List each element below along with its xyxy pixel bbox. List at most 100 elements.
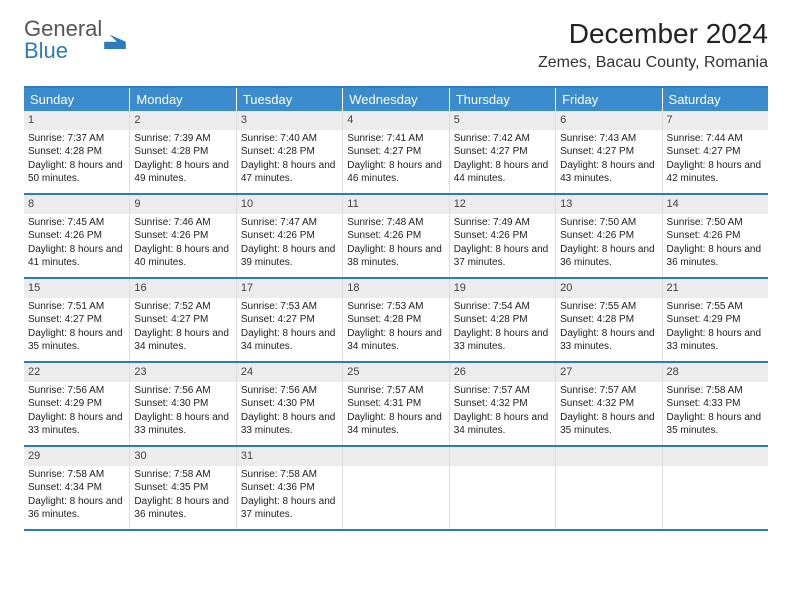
- daylight-text: Daylight: 8 hours and 33 minutes.: [241, 411, 338, 438]
- day-cell: [450, 447, 556, 529]
- sunset-text: Sunset: 4:29 PM: [667, 313, 764, 327]
- week-row: 15Sunrise: 7:51 AMSunset: 4:27 PMDayligh…: [24, 279, 768, 363]
- day-cell: 13 Sunrise: 7:50 AMSunset: 4:26 PMDayligh…: [556, 195, 662, 277]
- sunrise-text: Sunrise: 7:50 AM: [560, 216, 657, 230]
- day-cell: 14Sunrise: 7:50 AMSunset: 4:26 PMDayligh…: [663, 195, 768, 277]
- day-body: Sunrise: 7:57 AMSunset: 4:31 PMDaylight:…: [343, 382, 448, 442]
- daylight-text: Daylight: 8 hours and 42 minutes.: [667, 159, 764, 186]
- day-number: 18: [343, 279, 448, 298]
- day-number: 7: [663, 111, 768, 130]
- calendar: SundayMondayTuesdayWednesdayThursdayFrid…: [24, 86, 768, 531]
- day-number: 14: [663, 195, 768, 214]
- day-body: Sunrise: 7:57 AMSunset: 4:32 PMDaylight:…: [556, 382, 661, 442]
- day-body: Sunrise: 7:55 AMSunset: 4:28 PMDaylight:…: [556, 298, 661, 358]
- dow-cell: Saturday: [663, 88, 768, 111]
- sunrise-text: Sunrise: 7:45 AM: [28, 216, 125, 230]
- day-number: 17: [237, 279, 342, 298]
- day-number: 1: [24, 111, 129, 130]
- sunset-text: Sunset: 4:36 PM: [241, 481, 338, 495]
- day-number: 9: [130, 195, 235, 214]
- day-body: Sunrise: 7:53 AMSunset: 4:27 PMDaylight:…: [237, 298, 342, 358]
- daylight-text: Daylight: 8 hours and 33 minutes.: [667, 327, 764, 354]
- daylight-text: Daylight: 8 hours and 46 minutes.: [347, 159, 444, 186]
- dow-cell: Monday: [130, 88, 236, 111]
- sunrise-text: Sunrise: 7:56 AM: [241, 384, 338, 398]
- week-row: 29Sunrise: 7:58 AMSunset: 4:34 PMDayligh…: [24, 447, 768, 531]
- daylight-text: Daylight: 8 hours and 34 minutes.: [134, 327, 231, 354]
- sunrise-text: Sunrise: 7:41 AM: [347, 132, 444, 146]
- sunrise-text: Sunrise: 7:58 AM: [241, 468, 338, 482]
- day-number: 30: [130, 447, 235, 466]
- day-body: Sunrise: 7:39 AMSunset: 4:28 PMDaylight:…: [130, 130, 235, 190]
- logo-flag-icon: [104, 31, 126, 49]
- sunrise-text: Sunrise: 7:53 AM: [347, 300, 444, 314]
- logo-text: General Blue: [24, 18, 102, 62]
- day-cell: 6Sunrise: 7:43 AMSunset: 4:27 PMDaylight…: [556, 111, 662, 193]
- day-number: 3: [237, 111, 342, 130]
- day-number-empty: [343, 447, 448, 466]
- day-number: 11: [343, 195, 448, 214]
- sunset-text: Sunset: 4:35 PM: [134, 481, 231, 495]
- day-body: Sunrise: 7:37 AMSunset: 4:28 PMDaylight:…: [24, 130, 129, 190]
- day-number: 28: [663, 363, 768, 382]
- sunset-text: Sunset: 4:28 PM: [28, 145, 125, 159]
- sunset-text: Sunset: 4:32 PM: [454, 397, 551, 411]
- daylight-text: Daylight: 8 hours and 36 minutes.: [560, 243, 657, 270]
- day-cell: 21Sunrise: 7:55 AMSunset: 4:29 PMDayligh…: [663, 279, 768, 361]
- day-cell: 2Sunrise: 7:39 AMSunset: 4:28 PMDaylight…: [130, 111, 236, 193]
- sunrise-text: Sunrise: 7:54 AM: [454, 300, 551, 314]
- sunrise-text: Sunrise: 7:56 AM: [134, 384, 231, 398]
- sunset-text: Sunset: 4:28 PM: [241, 145, 338, 159]
- day-cell: 7Sunrise: 7:44 AMSunset: 4:27 PMDaylight…: [663, 111, 768, 193]
- sunset-text: Sunset: 4:27 PM: [454, 145, 551, 159]
- day-number: 20: [556, 279, 661, 298]
- day-number: 16: [130, 279, 235, 298]
- sunset-text: Sunset: 4:32 PM: [560, 397, 657, 411]
- sunset-text: Sunset: 4:26 PM: [667, 229, 764, 243]
- day-number: 13: [556, 195, 661, 214]
- day-body: Sunrise: 7:58 AMSunset: 4:35 PMDaylight:…: [130, 466, 235, 526]
- sunrise-text: Sunrise: 7:53 AM: [241, 300, 338, 314]
- sunrise-text: Sunrise: 7:52 AM: [134, 300, 231, 314]
- day-number: 27: [556, 363, 661, 382]
- day-cell: 20Sunrise: 7:55 AMSunset: 4:28 PMDayligh…: [556, 279, 662, 361]
- daylight-text: Daylight: 8 hours and 33 minutes.: [454, 327, 551, 354]
- daylight-text: Daylight: 8 hours and 35 minutes.: [560, 411, 657, 438]
- daylight-text: Daylight: 8 hours and 39 minutes.: [241, 243, 338, 270]
- day-number: 8: [24, 195, 129, 214]
- daylight-text: Daylight: 8 hours and 34 minutes.: [454, 411, 551, 438]
- sunrise-text: Sunrise: 7:42 AM: [454, 132, 551, 146]
- day-body: Sunrise: 7:52 AMSunset: 4:27 PMDaylight:…: [130, 298, 235, 358]
- day-body: Sunrise: 7:55 AMSunset: 4:29 PMDaylight:…: [663, 298, 768, 358]
- day-number: 2: [130, 111, 235, 130]
- day-body: Sunrise: 7:43 AMSunset: 4:27 PMDaylight:…: [556, 130, 661, 190]
- sunrise-text: Sunrise: 7:51 AM: [28, 300, 125, 314]
- day-number: 23: [130, 363, 235, 382]
- dow-cell: Tuesday: [237, 88, 343, 111]
- sunrise-text: Sunrise: 7:56 AM: [28, 384, 125, 398]
- day-body: Sunrise: 7:56 AMSunset: 4:29 PMDaylight:…: [24, 382, 129, 442]
- sunset-text: Sunset: 4:26 PM: [560, 229, 657, 243]
- sunset-text: Sunset: 4:30 PM: [241, 397, 338, 411]
- daylight-text: Daylight: 8 hours and 34 minutes.: [347, 327, 444, 354]
- sunrise-text: Sunrise: 7:40 AM: [241, 132, 338, 146]
- day-number: 22: [24, 363, 129, 382]
- day-number: 25: [343, 363, 448, 382]
- day-cell: 28Sunrise: 7:58 AMSunset: 4:33 PMDayligh…: [663, 363, 768, 445]
- sunrise-text: Sunrise: 7:37 AM: [28, 132, 125, 146]
- day-body: Sunrise: 7:50 AMSunset: 4:26 PMDaylight:…: [663, 214, 768, 274]
- day-cell: [663, 447, 768, 529]
- day-body: Sunrise: 7:41 AMSunset: 4:27 PMDaylight:…: [343, 130, 448, 190]
- day-cell: 18Sunrise: 7:53 AMSunset: 4:28 PMDayligh…: [343, 279, 449, 361]
- day-cell: 11Sunrise: 7:48 AMSunset: 4:26 PMDayligh…: [343, 195, 449, 277]
- day-body: Sunrise: 7:42 AMSunset: 4:27 PMDaylight:…: [450, 130, 555, 190]
- sunset-text: Sunset: 4:26 PM: [347, 229, 444, 243]
- day-number: 29: [24, 447, 129, 466]
- sunset-text: Sunset: 4:26 PM: [134, 229, 231, 243]
- daylight-text: Daylight: 8 hours and 34 minutes.: [241, 327, 338, 354]
- day-cell: 4Sunrise: 7:41 AMSunset: 4:27 PMDaylight…: [343, 111, 449, 193]
- sunrise-text: Sunrise: 7:43 AM: [560, 132, 657, 146]
- day-cell: 17Sunrise: 7:53 AMSunset: 4:27 PMDayligh…: [237, 279, 343, 361]
- daylight-text: Daylight: 8 hours and 33 minutes.: [134, 411, 231, 438]
- day-cell: 9Sunrise: 7:46 AMSunset: 4:26 PMDaylight…: [130, 195, 236, 277]
